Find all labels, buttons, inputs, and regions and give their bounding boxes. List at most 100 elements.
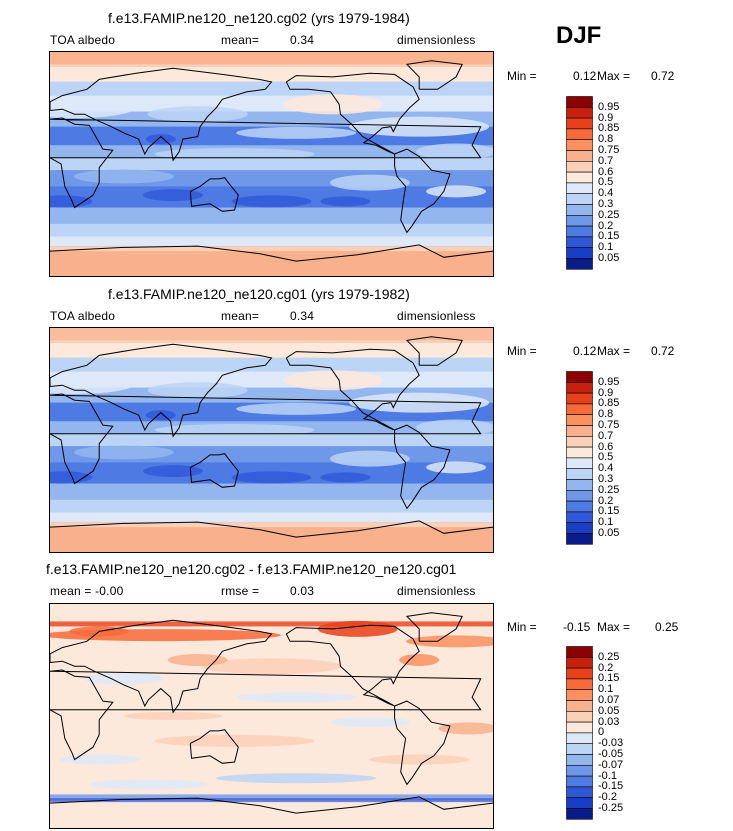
coastline	[285, 72, 420, 155]
colorbar-box	[566, 721, 593, 734]
panel-3-max-value: 0.25	[655, 620, 679, 634]
coastline	[50, 244, 493, 262]
colorbar-box	[566, 161, 593, 173]
colorbar-box	[566, 797, 593, 809]
colorbar-box	[566, 765, 593, 777]
colorbar-box	[566, 382, 593, 394]
colorbar-box	[566, 667, 593, 680]
coastline	[50, 67, 273, 162]
colorbar-box	[566, 371, 593, 383]
panel-3-min-value: -0.15	[563, 620, 591, 634]
colorbar-box	[566, 490, 593, 502]
colorbar-label: 0.75	[598, 419, 620, 431]
colorbar-label: 0.1	[598, 683, 614, 696]
panel-2-colorbar: 0.95 0.9 0.85 0.8 0.75 0.7 0.6 0.5 0.4 0.3 0.25 0.2…	[566, 371, 646, 553]
panel-2-title: f.e13.FAMIP.ne120_ne120.cg01 (yrs 1979-1…	[108, 286, 410, 302]
colorbar-box	[566, 171, 593, 184]
colorbar-label: 0.9	[598, 111, 614, 124]
panel-3-title: f.e13.FAMIP.ne120_ne120.cg02 - f.e13.FAM…	[46, 561, 457, 577]
colorbar-label: -0.03	[598, 737, 624, 750]
colorbar-box	[566, 139, 593, 151]
colorbar-label: 0.15	[598, 672, 620, 685]
panel-3-min-label: Min =	[507, 620, 537, 634]
colorbar-box	[566, 96, 593, 108]
colorbar-label: 0.3	[598, 473, 614, 485]
colorbar-label: 0.25	[598, 650, 620, 663]
colorbar-box	[566, 689, 593, 701]
colorbar-label: 0.25	[598, 208, 620, 221]
panel-1-variable: TOA albedo	[50, 33, 116, 47]
coastline	[50, 117, 482, 209]
colorbar-label: 0.05	[598, 527, 620, 539]
panel-3-units: dimensionless	[397, 584, 476, 598]
colorbar-box	[566, 258, 593, 270]
panel-3-max-label: Max =	[597, 620, 631, 634]
colorbar-box	[566, 457, 593, 470]
colorbar-label: -0.15	[598, 780, 624, 793]
colorbar-box	[566, 446, 593, 459]
colorbar-label: 0.6	[598, 440, 614, 453]
colorbar-label: 0.85	[598, 397, 620, 410]
colorbar-label: -0.25	[598, 802, 624, 814]
colorbar-label: 0.95	[598, 375, 620, 388]
coastline	[394, 424, 451, 510]
colorbar-box	[566, 128, 593, 141]
colorbar-label: 0.6	[598, 165, 614, 178]
colorbar-label: -0.1	[598, 769, 617, 782]
panel-2-max-label: Max =	[597, 344, 631, 358]
colorbar-label: 0.2	[598, 494, 614, 507]
colorbar-label: 0.8	[598, 133, 614, 146]
colorbar-label: 0.1	[598, 516, 614, 529]
panel-3-mean: mean = -0.00	[50, 584, 124, 598]
colorbar-label: 0.1	[598, 241, 614, 254]
colorbar-box	[566, 215, 593, 227]
coastline	[405, 336, 463, 366]
colorbar-box	[566, 700, 593, 712]
colorbar-box	[566, 225, 593, 238]
colorbar-box	[566, 204, 593, 216]
colorbar-box	[566, 743, 593, 755]
panel-3-colorbar: 0.25 0.2 0.15 0.1 0.07 0.05 0.03 0 -0.03 -0.05 -0.…	[566, 646, 646, 828]
panel-3-map	[49, 603, 494, 829]
colorbar-box	[566, 678, 593, 691]
coastline	[405, 612, 463, 642]
panel-2-map	[49, 327, 494, 553]
panel-1-mean-value: 0.34	[290, 33, 315, 47]
colorbar-label: 0.05	[598, 252, 620, 264]
coastline	[189, 729, 239, 764]
colorbar-label: 0.07	[598, 694, 620, 706]
colorbar-label: 0.85	[598, 122, 620, 135]
colorbar-label: -0.07	[598, 758, 624, 771]
panel-2-min-value: 0.12	[573, 344, 597, 358]
colorbar-label: 0.5	[598, 176, 614, 189]
colorbar-label: 0.7	[598, 429, 614, 442]
colorbar-box	[566, 392, 593, 405]
colorbar-box	[566, 247, 593, 259]
colorbar-label: 0.15	[598, 505, 620, 518]
panel-1-max-value: 0.72	[651, 69, 675, 83]
panel-3-rmse-value: 0.03	[290, 584, 315, 598]
colorbar-box	[566, 193, 593, 205]
panel-2-min-label: Min =	[507, 344, 537, 358]
colorbar-box	[566, 711, 593, 723]
colorbar-label: 0.15	[598, 230, 620, 243]
colorbar-box	[566, 403, 593, 416]
colorbar-box	[566, 436, 593, 448]
colorbar-box	[566, 182, 593, 195]
coastline	[189, 177, 239, 212]
colorbar-label: 0.05	[598, 704, 620, 717]
colorbar-label: 0.4	[598, 462, 614, 475]
colorbar-box	[566, 236, 593, 248]
colorbar-box	[566, 775, 593, 788]
colorbar-label: 0.95	[598, 100, 620, 113]
colorbar-label: 0.2	[598, 219, 614, 232]
coastline	[50, 520, 493, 538]
panel-1-min-label: Min =	[507, 69, 537, 83]
colorbar-box	[566, 511, 593, 523]
colorbar-label: 0.8	[598, 408, 614, 421]
colorbar-label: -0.2	[598, 791, 617, 804]
colorbar-box	[566, 754, 593, 766]
colorbar-label: 0.25	[598, 483, 620, 496]
season-label: DJF	[556, 22, 602, 49]
colorbar-label: 0.75	[598, 144, 620, 156]
